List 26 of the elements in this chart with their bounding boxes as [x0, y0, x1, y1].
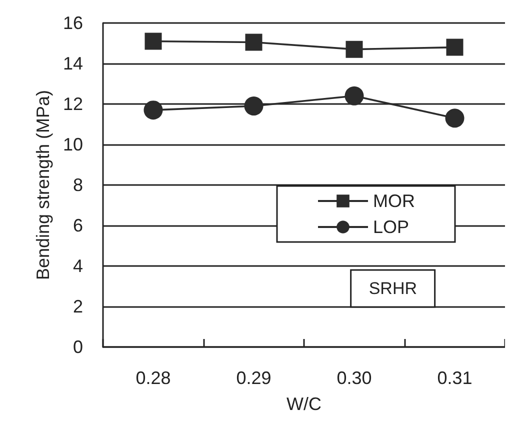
legend-label: MOR	[373, 191, 416, 211]
point	[245, 34, 262, 51]
x-tick-label: 0.30	[336, 368, 372, 388]
y-tick-label: 16	[62, 13, 83, 33]
point	[344, 86, 364, 106]
x-axis-title: W/C	[286, 394, 322, 414]
y-tick-label: 0	[72, 337, 83, 357]
y-tick-label: 10	[62, 134, 83, 154]
legend-label: LOP	[373, 217, 410, 237]
y-tick-label: 6	[72, 216, 83, 236]
y-tick-label: 2	[72, 296, 83, 316]
x-tick-label: 0.31	[437, 368, 472, 388]
y-tick-label: 14	[62, 54, 83, 74]
y-tick-label: 8	[72, 175, 83, 195]
x-tick-label: 0.29	[236, 368, 272, 388]
point	[144, 32, 162, 50]
y-tick-label: 12	[62, 94, 83, 114]
y-tick-label: 4	[72, 256, 83, 276]
point	[346, 40, 363, 58]
y-axis-title: Bending strength (MPa)	[33, 90, 54, 280]
point	[446, 38, 464, 56]
annotation: SRHR	[368, 279, 417, 298]
point	[445, 108, 464, 128]
point	[144, 100, 163, 120]
point	[244, 96, 264, 116]
x-tick-label: 0.28	[136, 368, 171, 388]
